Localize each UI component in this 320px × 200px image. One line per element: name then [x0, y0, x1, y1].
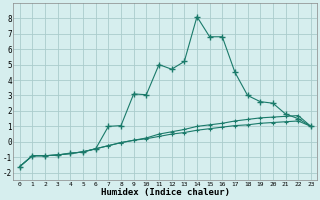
X-axis label: Humidex (Indice chaleur): Humidex (Indice chaleur): [101, 188, 230, 197]
